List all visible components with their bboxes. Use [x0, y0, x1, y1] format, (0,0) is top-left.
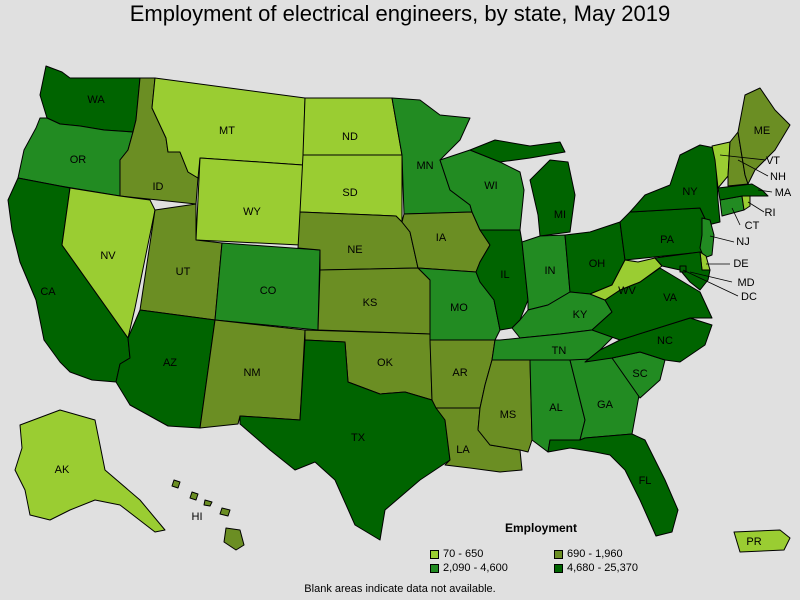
label-md: MD — [737, 277, 754, 289]
state-nc[interactable] — [584, 317, 713, 363]
state-ma[interactable] — [717, 183, 769, 201]
state-ri[interactable] — [741, 195, 751, 211]
label-mn: MN — [416, 160, 433, 172]
legend-label: 4,680 - 25,370 — [567, 562, 638, 574]
leader-line-ri — [747, 201, 765, 213]
label-nd: ND — [342, 131, 358, 143]
label-mt: MT — [219, 125, 235, 137]
label-ut: UT — [176, 266, 191, 278]
map-title: Employment of electrical engineers, by s… — [129, 1, 671, 26]
leader-line-nh — [737, 159, 769, 177]
label-wv: WV — [618, 285, 636, 297]
label-ny: NY — [682, 186, 698, 198]
legend-item-class-3: 4,680 - 25,370 — [554, 562, 638, 574]
leader-line-ct — [731, 207, 741, 226]
label-ca: CA — [40, 286, 56, 298]
state-tx[interactable] — [239, 339, 451, 541]
state-me[interactable] — [737, 87, 791, 185]
state-hi[interactable] — [171, 479, 245, 551]
legend-swatch — [430, 549, 439, 559]
label-az: AZ — [163, 357, 177, 369]
state-nj[interactable] — [699, 217, 715, 259]
label-sc: SC — [632, 368, 647, 380]
label-fl: FL — [639, 475, 652, 487]
label-nj: NJ — [736, 236, 749, 248]
label-ia: IA — [436, 232, 447, 244]
label-nc: NC — [657, 335, 673, 347]
label-ok: OK — [377, 357, 394, 369]
label-ky: KY — [573, 309, 588, 321]
label-ri: RI — [765, 207, 776, 219]
label-oh: OH — [589, 258, 606, 270]
label-mi: MI — [554, 209, 566, 221]
legend-title: Employment — [505, 521, 578, 535]
label-ma: MA — [775, 187, 792, 199]
legend-swatch — [554, 549, 563, 559]
label-ms: MS — [500, 409, 517, 421]
leader-line-dc — [682, 269, 739, 297]
label-sd: SD — [342, 187, 357, 199]
legend-label: 2,090 - 4,600 — [443, 562, 508, 574]
legend-swatch — [430, 563, 439, 573]
label-ks: KS — [363, 297, 378, 309]
footnote: Blank areas indicate data not available. — [304, 583, 496, 595]
label-wa: WA — [87, 94, 105, 106]
label-ne: NE — [347, 244, 362, 256]
label-va: VA — [663, 292, 678, 304]
label-co: CO — [260, 285, 277, 297]
state-mi[interactable] — [469, 139, 576, 237]
state-wv[interactable] — [589, 257, 663, 301]
legend-swatch — [554, 563, 563, 573]
label-ar: AR — [452, 367, 467, 379]
label-de: DE — [733, 258, 748, 270]
label-mo: MO — [450, 302, 468, 314]
label-nh: NH — [770, 171, 786, 183]
legend-item-class-0: 70 - 650 — [430, 548, 483, 560]
label-nm: NM — [243, 367, 260, 379]
label-tn: TN — [552, 345, 567, 357]
state-pr[interactable] — [733, 529, 791, 553]
label-or: OR — [70, 154, 87, 166]
label-nv: NV — [100, 250, 116, 262]
label-vt: VT — [766, 155, 780, 167]
legend-label: 70 - 650 — [443, 548, 484, 560]
label-hi: HI — [192, 511, 203, 523]
label-wy: WY — [243, 206, 261, 218]
state-fl[interactable] — [547, 433, 679, 537]
legend-item-class-1: 690 - 1,960 — [554, 548, 623, 560]
label-pr: PR — [746, 536, 761, 548]
leader-line-nj — [709, 235, 735, 243]
state-nd[interactable] — [302, 97, 403, 156]
state-vt[interactable] — [711, 141, 731, 189]
label-in: IN — [545, 265, 556, 277]
legend-label: 690 - 1,960 — [567, 548, 623, 560]
label-wi: WI — [484, 180, 497, 192]
label-pa: PA — [660, 234, 675, 246]
label-il: IL — [500, 269, 509, 281]
label-tx: TX — [351, 432, 366, 444]
label-id: ID — [153, 181, 164, 193]
leader-line-vt — [719, 154, 767, 161]
legend-item-class-2: 2,090 - 4,600 — [430, 562, 508, 574]
state-ak[interactable] — [14, 409, 166, 533]
label-dc: DC — [741, 291, 757, 303]
label-al: AL — [549, 402, 562, 414]
label-me: ME — [754, 125, 771, 137]
state-nv[interactable] — [61, 187, 156, 339]
label-ct: CT — [745, 220, 760, 232]
leader-line-ma — [757, 189, 773, 193]
state-wy[interactable] — [195, 157, 304, 246]
leader-line-md — [689, 271, 733, 283]
label-la: LA — [456, 444, 470, 456]
label-ga: GA — [597, 399, 614, 411]
label-ak: AK — [55, 464, 70, 476]
